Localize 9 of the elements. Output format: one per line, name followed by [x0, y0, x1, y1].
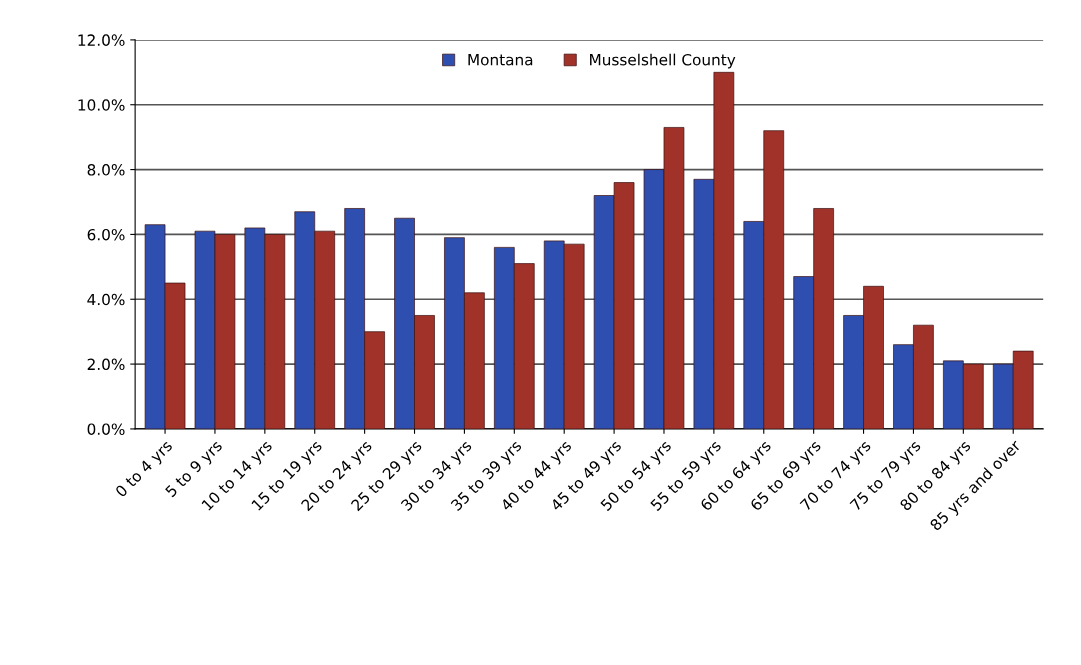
y-tick-label: 2.0%	[87, 358, 125, 371]
y-tick-label: 12.0%	[78, 34, 125, 46]
y-tick-label: 10.0%	[78, 99, 125, 111]
legend-label: Musselshell County	[590, 53, 736, 69]
y-tick-label: 4.0%	[87, 293, 125, 306]
y-tick-label: 6.0%	[87, 228, 125, 241]
y-tick-label: 0.0%	[87, 423, 125, 435]
legend-label: Montana	[468, 54, 533, 66]
y-tick-label: 8.0%	[87, 164, 125, 176]
